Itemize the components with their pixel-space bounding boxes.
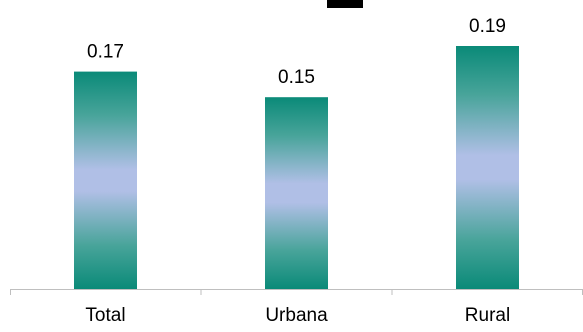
clipped-title-fragment xyxy=(327,0,363,8)
bar-urbana xyxy=(265,97,328,289)
x-tick-labels-group: Total Urbana Rural xyxy=(85,305,510,326)
value-label-urbana: 0.15 xyxy=(278,67,315,88)
tick-label-rural: Rural xyxy=(465,305,510,326)
value-label-rural: 0.19 xyxy=(469,16,506,37)
tick-label-urbana: Urbana xyxy=(265,305,328,326)
bar-total xyxy=(74,71,137,289)
value-label-total: 0.17 xyxy=(87,42,124,63)
bar-rural xyxy=(456,46,519,289)
x-axis xyxy=(10,289,583,295)
value-labels-group: 0.17 0.15 0.19 xyxy=(87,16,506,88)
bars-group xyxy=(74,46,519,289)
tick-label-total: Total xyxy=(85,305,125,326)
